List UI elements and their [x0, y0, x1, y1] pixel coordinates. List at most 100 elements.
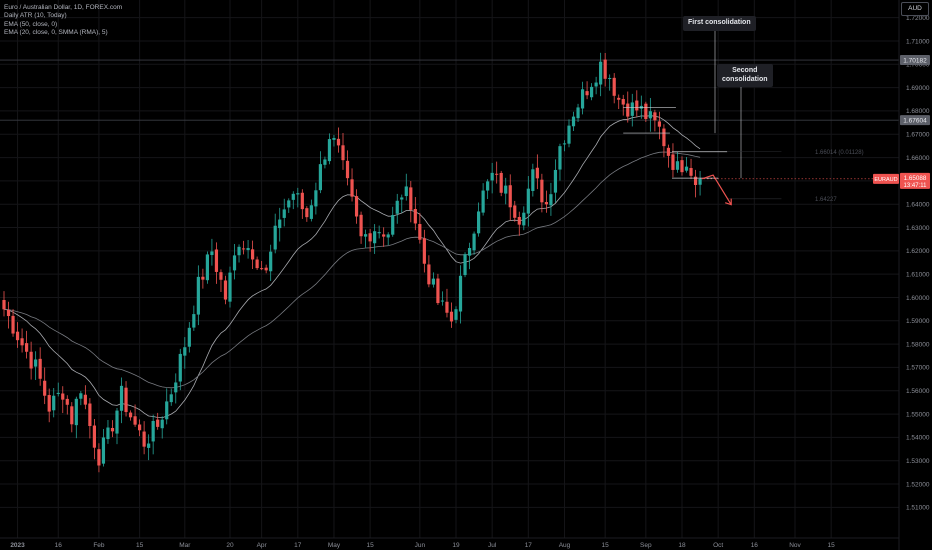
candle-body [160, 419, 164, 429]
y-tick-label: 1.53000 [906, 458, 930, 465]
candle-body [517, 216, 521, 225]
candle-body [309, 205, 313, 219]
candle-body [65, 398, 69, 405]
candle-body [264, 267, 268, 271]
candle-body [20, 338, 24, 346]
y-tick-label: 1.52000 [906, 481, 930, 488]
projection-arrow [701, 174, 732, 205]
x-tick-label: Oct [713, 542, 723, 549]
candle-body [97, 449, 101, 466]
candle-body [590, 86, 594, 98]
candle-body [558, 146, 562, 170]
candle-body [481, 190, 485, 213]
y-tick-label: 1.64000 [906, 202, 930, 209]
candle-body [644, 103, 648, 120]
candle-body [273, 225, 277, 250]
candle-body [540, 179, 544, 203]
x-tick-label: 16 [751, 542, 759, 549]
candle-body [291, 193, 295, 200]
candle-body [38, 358, 42, 379]
candle-body [83, 394, 87, 405]
candle-body [106, 427, 110, 440]
candle-body [689, 168, 693, 176]
y-tick-label: 1.62000 [906, 248, 930, 255]
candle-body [544, 202, 548, 205]
currency-label[interactable]: AUD [901, 2, 929, 16]
legend-indicator-ema50[interactable]: EMA (50, close, 0) [4, 20, 58, 28]
candle-body [2, 300, 6, 310]
candle-body [400, 197, 404, 200]
legend-indicator-ema20[interactable]: EMA (20, close, 0, SMMA (RMA), 5) [4, 29, 108, 37]
callout-first-consolidation: First consolidation [683, 16, 756, 31]
y-tick-label: 1.55000 [906, 411, 930, 418]
x-tick-label: Jul [488, 542, 497, 549]
target-label: 1.64227 [815, 197, 837, 203]
candle-body [336, 138, 341, 146]
candle-body [522, 212, 526, 226]
candle-body [599, 61, 603, 85]
candle-body [269, 251, 273, 272]
candle-body [287, 200, 291, 208]
candle-body [472, 233, 476, 251]
candle-body [436, 278, 440, 304]
candle-body [192, 314, 196, 328]
candle-body [526, 188, 530, 214]
candle-body [43, 380, 47, 396]
candle-body [88, 403, 92, 426]
candle-body [386, 234, 390, 238]
y-tick-label: 1.68000 [906, 108, 930, 115]
candle-body [580, 89, 585, 109]
candle-body [449, 311, 454, 322]
candle-body [232, 255, 237, 271]
x-tick-label: 15 [828, 542, 836, 549]
candle-body [119, 385, 124, 411]
x-tick-label: 16 [55, 542, 63, 549]
candle-body [318, 164, 322, 191]
legend-symbol[interactable]: Euro / Australian Dollar, 1D, FOREX.com [4, 4, 123, 11]
candle-body [418, 224, 422, 240]
candle-body [621, 99, 625, 105]
candle-body [608, 77, 612, 79]
candle-body [693, 176, 698, 186]
x-tick-label: 18 [678, 542, 686, 549]
candle-body [345, 160, 350, 179]
countdown-text: 13:47:11 [904, 183, 928, 189]
candle-body [562, 143, 567, 145]
level-tag-text: 1.67604 [903, 117, 927, 124]
x-tick-label: 17 [294, 542, 302, 549]
candle-body [391, 215, 395, 235]
candle-body [648, 111, 652, 119]
candle-body [74, 398, 78, 426]
candle-body [341, 145, 345, 161]
candle-body [214, 249, 219, 272]
y-tick-label: 1.61000 [906, 271, 930, 278]
candle-body [675, 161, 680, 170]
candle-body [165, 401, 169, 420]
candle-body [508, 185, 512, 208]
candle-body [305, 208, 309, 218]
candle-body [585, 91, 589, 96]
candles [2, 52, 702, 473]
candle-body [427, 264, 431, 285]
y-tick-label: 1.69000 [906, 85, 930, 92]
candle-body [657, 121, 661, 127]
candle-body [79, 393, 83, 399]
candle-body [467, 248, 472, 256]
candle-body [364, 234, 368, 237]
candle-body [278, 219, 282, 229]
horizontal-levels [0, 59, 899, 180]
candle-body [490, 172, 494, 181]
callout-second-line2: consolidation [722, 75, 768, 83]
candle-body [183, 347, 187, 356]
candle-body [260, 268, 264, 270]
candle-body [454, 309, 458, 320]
y-tick-label: 1.71000 [906, 38, 930, 45]
candle-body [300, 192, 304, 210]
x-tick-label: Nov [789, 542, 801, 549]
time-axis[interactable]: 2023 16 Feb 15 Mar 20 Apr 17 May 15 Jun 19 Jul 17 Aug 1… [10, 542, 835, 549]
legend-indicator-atr[interactable]: Daily ATR (10, Today) [4, 12, 67, 20]
candle-body [110, 427, 115, 432]
candle-body [594, 82, 598, 87]
chart-legend: Euro / Australian Dollar, 1D, FOREX.com … [4, 4, 122, 38]
